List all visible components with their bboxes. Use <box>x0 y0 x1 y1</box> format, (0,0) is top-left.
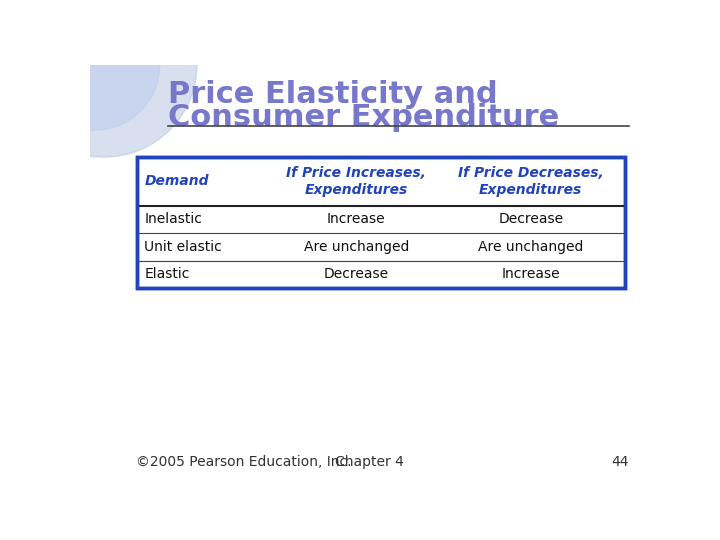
Text: Unit elastic: Unit elastic <box>144 240 222 254</box>
Text: ©2005 Pearson Education, Inc.: ©2005 Pearson Education, Inc. <box>137 455 352 469</box>
Text: Elastic: Elastic <box>144 267 189 281</box>
Text: If Price Decreases,
Expenditures: If Price Decreases, Expenditures <box>458 166 603 197</box>
Text: Increase: Increase <box>501 267 560 281</box>
Bar <box>137 157 625 288</box>
Text: Are unchanged: Are unchanged <box>304 240 409 254</box>
Text: Are unchanged: Are unchanged <box>478 240 583 254</box>
Text: Decrease: Decrease <box>498 212 563 226</box>
Text: Decrease: Decrease <box>324 267 389 281</box>
Text: Increase: Increase <box>327 212 385 226</box>
Text: Price Elasticity and: Price Elasticity and <box>168 80 497 109</box>
Text: Inelastic: Inelastic <box>144 212 202 226</box>
Text: Chapter 4: Chapter 4 <box>335 455 403 469</box>
Circle shape <box>28 0 160 130</box>
Text: Demand: Demand <box>144 174 209 188</box>
Text: 44: 44 <box>611 455 629 469</box>
Text: Consumer Expenditure: Consumer Expenditure <box>168 103 559 132</box>
Text: If Price Increases,
Expenditures: If Price Increases, Expenditures <box>287 166 426 197</box>
Bar <box>137 157 625 288</box>
Circle shape <box>11 0 197 157</box>
